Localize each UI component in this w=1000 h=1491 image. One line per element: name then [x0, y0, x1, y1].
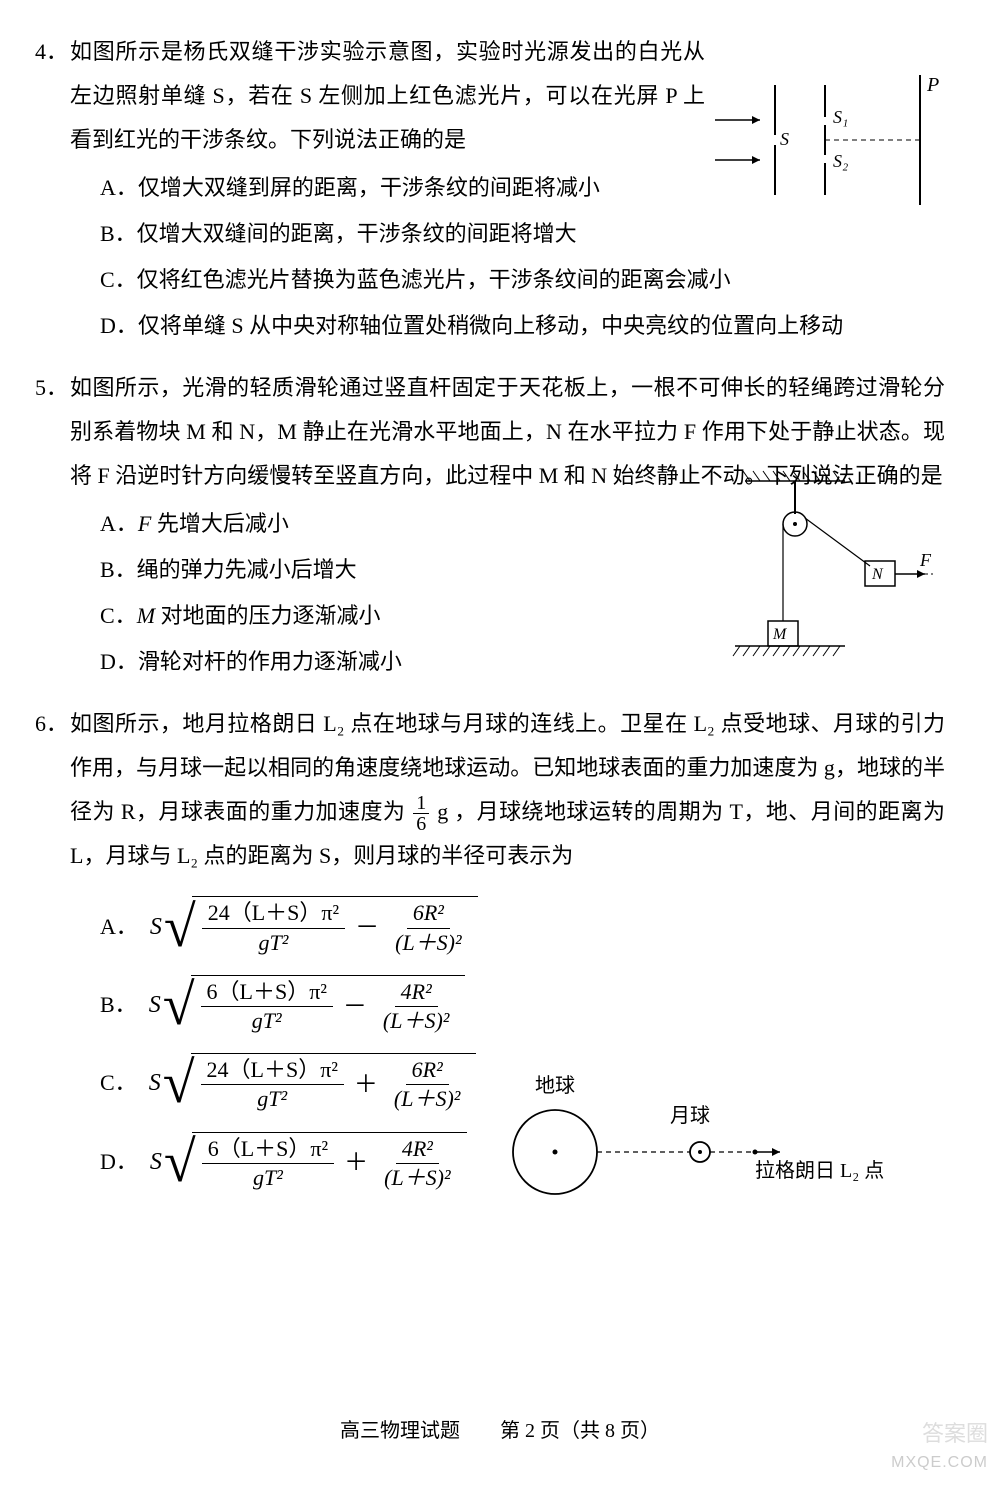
label-F: F [919, 550, 932, 570]
question-5: 5． 如图所示，光滑的轻质滑轮通过竖直杆固定于天花板上，一根不可伸长的轻绳跨过滑… [70, 366, 945, 684]
label-earth: 地球 [535, 1074, 575, 1097]
question-4: 4． 如图所示是杨氏双缝干涉实验示意图，实验时光源发出的白光从左边照射单缝 S，… [70, 30, 945, 348]
q6-stem: 如图所示，地月拉格朗日 L₂ 点在地球与月球的连线上。卫星在 L₂ 点受地球、月… [70, 702, 945, 878]
label-S: S [780, 129, 789, 149]
label-S2: S₂ [833, 151, 848, 171]
q5-optD: D．滑轮对杆的作用力逐渐减小 [70, 640, 715, 684]
q5-optC: C．M 对地面的压力逐渐减小 [70, 594, 715, 638]
q6-optB: B． S √ 6（L＋S）π²gT² － 4R²(L＋S)² [70, 975, 945, 1035]
q4-number: 4． [35, 30, 68, 74]
q4-diagram: S S₁ S₂ P [715, 75, 945, 205]
label-P: P [926, 75, 939, 96]
label-S1: S₁ [833, 107, 848, 127]
q6-number: 6． [35, 702, 68, 746]
q5-number: 5． [35, 366, 68, 410]
q5-diagram: N F M [715, 466, 935, 666]
q4-optB: B．仅增大双缝间的距离，干涉条纹的间距将增大 [70, 212, 945, 256]
label-moon: 月球 [670, 1104, 710, 1127]
question-6: 6． 如图所示，地月拉格朗日 L₂ 点在地球与月球的连线上。卫星在 L₂ 点受地… [70, 702, 945, 1192]
q5-optA: A．F 先增大后减小 [70, 502, 715, 546]
label-M: M [772, 626, 788, 643]
q4-optC: C．仅将红色滤光片替换为蓝色滤光片，干涉条纹间的距离会减小 [70, 258, 945, 302]
label-lagrange: 拉格朗日 L₂ 点 [755, 1159, 884, 1182]
q4-optD: D．仅将单缝 S 从中央对称轴位置处稍微向上移动，中央亮纹的位置向上移动 [70, 304, 945, 348]
page-footer: 高三物理试题 第 2 页（共 8 页） [0, 1411, 1000, 1451]
q5-optB: B．绳的弹力先减小后增大 [70, 548, 715, 592]
q6-optA: A． S √ 24（L＋S）π²gT² － 6R²(L＋S)² [70, 896, 945, 956]
label-N: N [871, 566, 884, 583]
q6-diagram: 地球 月球 拉格朗日 L₂ 点 [495, 1062, 895, 1222]
watermark: MXQE.COM [891, 1447, 988, 1479]
